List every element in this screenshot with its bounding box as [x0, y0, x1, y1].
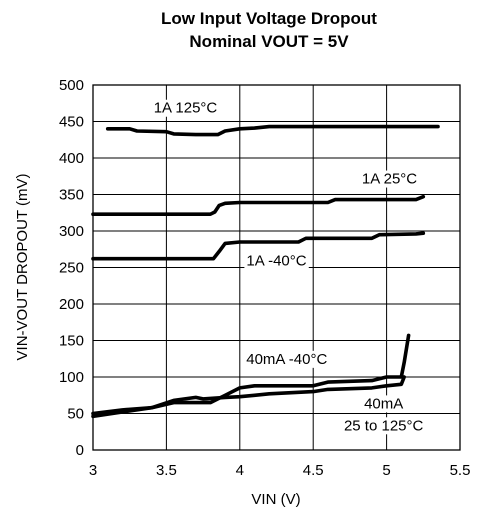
y-tick-labels: 0 50 100 150 200 250 300 350 400 450 500: [59, 77, 84, 459]
annotation-background: [362, 395, 406, 413]
x-tick-label: 4.5: [303, 462, 324, 479]
series-line-3: [91, 333, 411, 416]
annotation-background: [244, 252, 309, 270]
annotation-background: [244, 350, 330, 368]
series-line-2: [91, 231, 426, 261]
series-lines: [91, 124, 440, 419]
plot-frame: [92, 84, 461, 451]
series-line-1: [91, 194, 426, 216]
y-tick-label: 50: [67, 406, 84, 423]
annotation-background: [341, 417, 426, 435]
x-tick-label: 4: [236, 462, 244, 479]
y-tick-label: 400: [59, 150, 84, 167]
annotation-background: [151, 99, 220, 117]
series-annotation: 25 to 125°C: [344, 417, 424, 434]
x-tick-label: 5.5: [450, 462, 471, 479]
chart-title-line-1: Low Input Voltage Dropout: [161, 9, 377, 28]
series-annotation: 1A -40°C: [246, 252, 306, 269]
y-tick-label: 300: [59, 223, 84, 240]
x-tick-label: 3: [89, 462, 97, 479]
y-axis-label: VIN-VOUT DROPOUT (mV): [14, 174, 31, 361]
series-annotation: 1A 125°C: [154, 100, 218, 117]
x-tick-labels: 3 3.5 4 4.5 5 5.5: [89, 462, 471, 479]
series-line-0: [105, 124, 440, 137]
y-tick-label: 500: [59, 77, 84, 94]
y-tick-label: 200: [59, 296, 84, 313]
y-tick-label: 0: [76, 442, 84, 459]
y-tick-label: 350: [59, 187, 84, 204]
y-tick-label: 250: [59, 260, 84, 277]
x-tick-label: 5: [382, 462, 390, 479]
y-tick-label: 450: [59, 114, 84, 131]
series-annotation: 1A 25°C: [362, 171, 417, 188]
x-tick-label: 3.5: [156, 462, 177, 479]
series-line-4: [91, 375, 407, 419]
annotation-background: [359, 170, 420, 188]
series-annotation: 40mA -40°C: [246, 351, 327, 368]
y-tick-label: 100: [59, 369, 84, 386]
y-tick-label: 150: [59, 333, 84, 350]
series-annotation: 40mA: [364, 395, 403, 412]
chart-title-line-2: Nominal VOUT = 5V: [189, 32, 349, 51]
x-axis-label: VIN (V): [251, 491, 300, 508]
series-annotations: 1A 125°C 1A 25°C 1A -40°C 40mA -40°C 40mA 25 …: [151, 99, 426, 435]
